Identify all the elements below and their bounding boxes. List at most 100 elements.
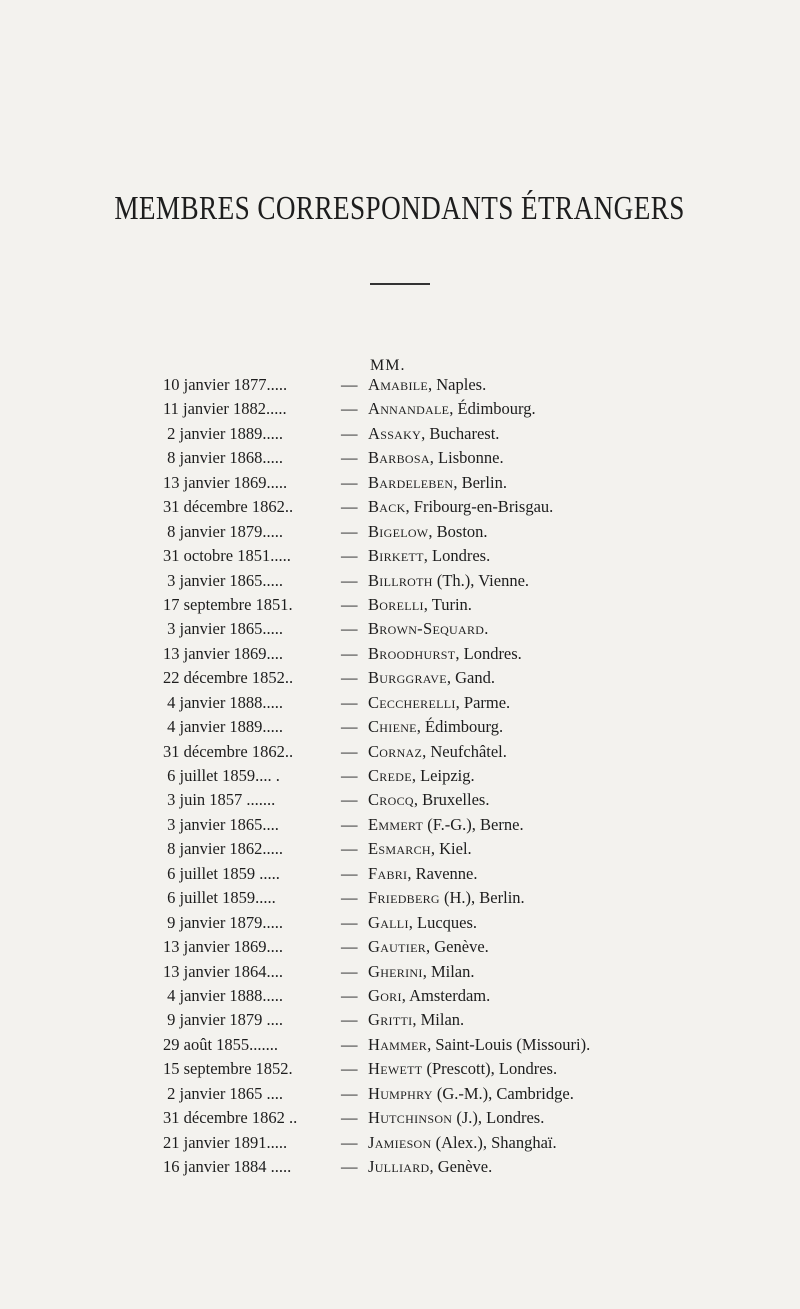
list-item: 6 juillet 1859..... — Friedberg (H.), Berl… — [163, 886, 683, 910]
election-date: 2 janvier 1889..... — [163, 423, 284, 443]
divider-rule — [370, 283, 430, 285]
location: (Prescott), Londres. — [422, 1059, 558, 1079]
surname: Bardeleben — [368, 472, 454, 492]
location: , Leipzig. — [411, 766, 475, 785]
list-item: 31 décembre 1862.. — Cornaz, Neufchâtel. — [163, 740, 683, 764]
location: , Saint-Louis (Missouri). — [427, 1034, 591, 1054]
dash: — — [341, 546, 358, 566]
location: (Alex.), Shanghaï. — [431, 1132, 557, 1152]
election-date: 29 août 1855....... — [163, 1034, 279, 1054]
list-item: 8 janvier 1868..... — Barbosa, Lisbonne. — [163, 446, 683, 470]
list-item: 8 janvier 1879..... — Bigelow, Boston. — [163, 520, 683, 544]
dash: — — [341, 888, 358, 908]
list-item: 9 janvier 1879 .... — Gritti, Milan. — [163, 1008, 683, 1032]
election-date: 13 janvier 1864.... — [163, 961, 284, 981]
list-item: 9 janvier 1879..... — Galli, Lucques. — [163, 911, 683, 935]
dash: — — [341, 839, 358, 859]
election-date: 17 septembre 1851. — [163, 594, 293, 614]
dash: — — [341, 472, 358, 492]
dash: — — [341, 937, 358, 957]
location: , Boston. — [428, 521, 488, 541]
list-item: 2 janvier 1865 .... — Humphry (G.-M.), Cam… — [163, 1082, 683, 1106]
list-item: 4 janvier 1888..... — Gori, Amsterdam. — [163, 984, 683, 1008]
list-item: 8 janvier 1862..... — Esmarch, Kiel. — [163, 837, 683, 861]
list-item: 2 janvier 1889..... — Assaky, Bucharest. — [163, 422, 683, 446]
member-name: Ceccherelli, Parme. — [368, 691, 510, 715]
election-date: 3 juin 1857 ....... — [163, 790, 276, 810]
member-name: Gautier, Genève. — [368, 935, 489, 959]
list-item: 29 août 1855....... — Hammer, Saint-Louis … — [163, 1033, 683, 1057]
surname: Crocq — [368, 790, 414, 810]
member-name: Billroth (Th.), Vienne. — [368, 569, 529, 593]
surname: Hammer — [368, 1034, 428, 1054]
location: , Naples. — [428, 375, 487, 394]
dash: — — [341, 375, 358, 394]
surname: Gherini — [368, 961, 423, 981]
location: , Édimbourg. — [416, 717, 504, 737]
surname: Birkett — [368, 546, 424, 566]
dash: — — [341, 594, 358, 614]
location: , Édimbourg. — [449, 399, 536, 419]
list-item: 13 janvier 1869.... — Broodhurst, Londres. — [163, 642, 683, 666]
list-item: 31 décembre 1862.. — Back, Fribourg-en-Bri… — [163, 495, 683, 519]
surname: Hewett — [368, 1059, 423, 1079]
location: (Th.), Vienne. — [432, 570, 530, 590]
surname: Bigelow — [368, 521, 429, 541]
member-name: Amabile, Naples. — [368, 373, 486, 397]
surname: Jamieson — [368, 1132, 432, 1152]
location: , Parme. — [455, 692, 511, 712]
election-date: 22 décembre 1852.. — [163, 668, 294, 688]
member-name: Emmert (F.-G.), Berne. — [368, 813, 524, 837]
member-name: Assaky, Bucharest. — [368, 422, 499, 446]
location: , Lisbonne. — [429, 448, 504, 468]
surname: Burggrave — [368, 668, 447, 688]
list-item: 6 juillet 1859.... . — Crede, Leipzig. — [163, 764, 683, 788]
member-name: Cornaz, Neufchâtel. — [368, 740, 507, 764]
member-name: Gori, Amsterdam. — [368, 984, 490, 1008]
list-item: 10 janvier 1877..... — Amabile, Naples. — [163, 373, 683, 397]
member-name: Esmarch, Kiel. — [368, 837, 472, 861]
election-date: 13 janvier 1869..... — [163, 472, 288, 492]
list-item: 15 septembre 1852. — Hewett (Prescott), Lo… — [163, 1057, 683, 1081]
dash: — — [341, 814, 358, 834]
list-item: 3 juin 1857 ....... — Crocq, Bruxelles. — [163, 788, 683, 812]
dash: — — [341, 961, 358, 981]
dash: — — [341, 985, 358, 1005]
surname: Barbosa — [368, 448, 430, 468]
dash: — — [341, 643, 358, 663]
member-name: Jamieson (Alex.), Shanghaï. — [368, 1131, 557, 1155]
member-name: Birkett, Londres. — [368, 544, 490, 568]
dash: — — [341, 1059, 358, 1079]
election-date: 8 janvier 1868..... — [163, 448, 284, 468]
member-name: Brown-Sequard. — [368, 617, 488, 641]
surname: Hutchinson — [368, 1108, 453, 1128]
list-item: 13 janvier 1869.... — Gautier, Genève. — [163, 935, 683, 959]
location: , Fribourg-en-Brisgau. — [405, 497, 554, 517]
surname: Assaky — [368, 423, 422, 443]
dash: — — [341, 766, 358, 785]
member-name: Annandale, Édimbourg. — [368, 397, 536, 421]
list-item: 31 octobre 1851..... — Birkett, Londres. — [163, 544, 683, 568]
location: , Turin. — [423, 594, 472, 614]
surname: Galli — [368, 912, 409, 932]
location: , Amsterdam. — [401, 985, 491, 1005]
location: (H.), Berlin. — [439, 888, 525, 908]
election-date: 4 janvier 1889..... — [163, 717, 284, 737]
location: . — [484, 619, 489, 639]
election-date: 13 janvier 1869.... — [163, 937, 284, 957]
list-item: 17 septembre 1851. — Borelli, Turin. — [163, 593, 683, 617]
surname: Gautier — [368, 937, 427, 957]
election-date: 6 juillet 1859 ..... — [163, 863, 280, 883]
member-name: Bardeleben, Berlin. — [368, 471, 507, 495]
election-date: 4 janvier 1888..... — [163, 692, 284, 712]
location: , Bruxelles. — [413, 790, 490, 810]
election-date: 15 septembre 1852. — [163, 1059, 293, 1079]
surname: Back — [368, 497, 406, 517]
election-date: 3 janvier 1865.... — [163, 814, 279, 834]
member-name: Julliard, Genève. — [368, 1155, 492, 1179]
dash: — — [341, 1034, 358, 1054]
surname: Gori — [368, 985, 402, 1005]
election-date: 11 janvier 1882..... — [163, 399, 287, 419]
page-title: MEMBRES CORRESPONDANTS ÉTRANGERS — [0, 190, 800, 228]
dash: — — [341, 521, 358, 541]
